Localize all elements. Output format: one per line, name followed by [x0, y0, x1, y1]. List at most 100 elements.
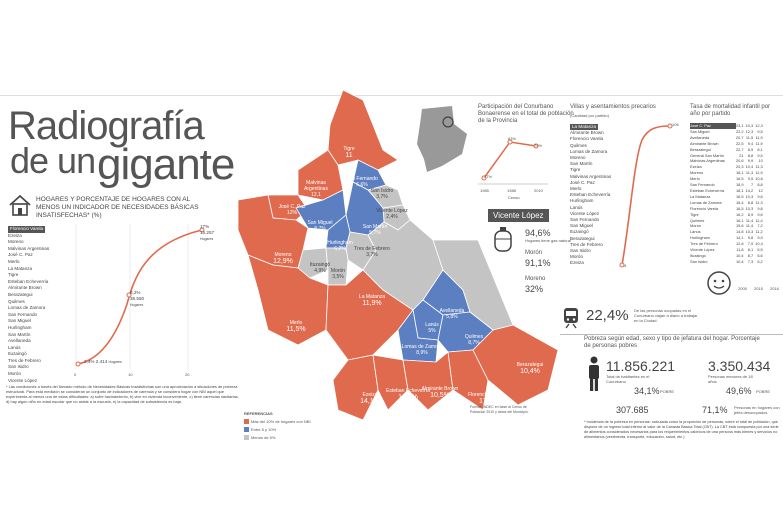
villas-item: Florencio Varela: [570, 136, 604, 142]
mortality-value: 16,5: [736, 205, 744, 211]
mortality-value: 10: [758, 158, 763, 164]
title-line2a: de un: [10, 140, 96, 181]
mortality-value: 14,2: [745, 187, 754, 193]
nbi-axis-10: 10: [128, 372, 133, 377]
mortality-value: 10,4: [755, 241, 763, 247]
villas-item: San Fernando: [570, 217, 600, 223]
mortality-value: 11,9: [755, 134, 763, 140]
map-label: Avellaneda 5,8%: [439, 308, 465, 320]
mortality-value: 8,9: [747, 146, 754, 152]
mortality-value: 6,2: [757, 258, 763, 264]
mortality-district: Lanús: [690, 229, 701, 235]
vicente-badge: Vicente López: [488, 209, 549, 222]
population-point: [507, 139, 513, 145]
mortality-value: 10,4: [745, 164, 754, 170]
mortality-district: General San Martín: [690, 152, 724, 158]
mortality-value: 10,4: [736, 258, 744, 264]
villas-subtitle: (Cantidad por partido): [570, 113, 609, 118]
nbi-axis-20: 20: [185, 372, 190, 377]
nbi-point-mid-label: 8,2% 36.550 Hogares: [130, 290, 145, 308]
nbi-point: [199, 227, 205, 233]
poverty-title: Pobreza según edad, sexo y tipo de jefat…: [584, 336, 760, 349]
map-label: Tigre 11: [343, 146, 355, 159]
mortality-value: 9,6: [757, 211, 763, 217]
mortality-title: Tasa de mortalidad infantil por año por …: [690, 104, 771, 117]
map-label: San Isidro 3,7%: [370, 188, 394, 200]
mortality-value: 20,7: [736, 134, 744, 140]
mortality-value: 16,4: [736, 199, 744, 205]
mortality-value: 11,9: [755, 140, 763, 146]
villas-point: [619, 262, 625, 268]
villas-item: Hurlingham: [570, 198, 594, 204]
mortality-district: Lomas de Zamora: [690, 199, 722, 205]
mortality-value: 18,9: [736, 182, 744, 188]
map-label: La Matanza 11,9%: [358, 294, 386, 307]
vicente-v2: 91,1%: [525, 258, 551, 268]
mortality-value: 7,2: [757, 223, 763, 229]
nbi-district-item: San Fernando: [8, 311, 38, 317]
villas-item: Quilmes: [570, 142, 587, 148]
map-echeverria: [372, 354, 409, 411]
mortality-value: 14,1: [736, 235, 744, 241]
mortality-row: Florencio Varela 16,5 10,3 9,8: [690, 206, 765, 212]
villas-chart: [619, 123, 673, 268]
nbi-axis-0: 0: [74, 372, 77, 377]
mortality-value: 8,9: [747, 211, 754, 217]
villas-list: La Matanza Almirante Brown Florencio Varel…: [570, 124, 630, 267]
mortality-row: Esteban Echeverría 18,1 14,2 12: [690, 188, 765, 194]
title-line2b: gigante: [97, 140, 235, 189]
mortality-district: José C. Paz: [690, 123, 736, 129]
mortality-value: 23,1: [736, 123, 744, 128]
mortality-row: San Miguel 22,2 12,3 9,5: [690, 129, 765, 135]
villas-item: Morón: [570, 254, 584, 260]
mortality-district: Ezeiza: [690, 164, 702, 170]
mortality-value: 10,4: [736, 252, 744, 258]
mortality-value: 8,8: [757, 182, 763, 188]
mortality-value: 8,7: [747, 252, 754, 258]
mortality-district: Berazategui: [690, 146, 711, 152]
villas-top-value: 106: [672, 122, 679, 127]
mortality-row: Hurlingham 14,1 9,8 9,9: [690, 235, 765, 241]
nbi-district-item: Vicente López: [8, 377, 38, 383]
map-label: Quilmes 8,7%: [464, 334, 484, 346]
map-label: José C. Paz 12%: [278, 204, 306, 216]
map-label: Hurlingham 6,2%: [327, 240, 353, 252]
mortality-district: Hurlingham: [690, 235, 710, 241]
map-label: Florencio Varela 17%: [467, 392, 505, 405]
villas-title: Villas y asentamientos precarios: [570, 104, 656, 110]
mortality-value: 11,3: [745, 170, 754, 176]
map-label: San Martín 5,7%: [362, 224, 388, 236]
map-label: Merlo 11,5%: [286, 320, 306, 333]
map-label: San Fernando 6,6%: [346, 176, 378, 188]
nbi-heading: HOGARES Y PORCENTAJE DE HOGARES CON AL M…: [36, 196, 199, 219]
nbi-point: [75, 361, 81, 367]
mortality-value: 16,5: [736, 193, 744, 199]
villas-item: San Martín: [570, 161, 593, 167]
nbi-district-item: Almirante Brown: [8, 285, 42, 291]
nbi-district-item: Hurlingham: [8, 324, 32, 330]
mortality-row: Quilmes 16,1 11,4 11,4: [690, 218, 765, 224]
villas-item: Merlo: [570, 186, 582, 192]
map-legend-low: Menos de 5%: [244, 435, 275, 441]
mortality-row: San Isidro 10,4 7,3 6,2: [690, 259, 765, 265]
workers-text: De las personas ocupadas en el Conurbano…: [634, 308, 698, 323]
mortality-district: La Matanza: [690, 193, 711, 199]
mortality-value: 10,3: [745, 193, 754, 199]
house-icon: [8, 194, 32, 216]
mortality-value: 9,8: [757, 205, 763, 211]
mortality-year-1: 2015: [754, 286, 763, 291]
nbi-curve: [77, 229, 203, 365]
nbi-district-item: Ituzaingó: [8, 351, 27, 357]
mortality-value: 12,3: [755, 123, 763, 128]
province-silhouette: [417, 106, 467, 172]
mortality-value: 15,6: [736, 223, 744, 229]
mortality-value: 22,5: [736, 140, 744, 146]
mortality-row: Moreno 18,1 11,3 11,9: [690, 170, 765, 176]
mortality-row: José C. Paz 23,1 10,3 12,3: [690, 123, 765, 129]
mortality-value: 7,9: [747, 241, 754, 247]
map-label: Moreno 12,9%: [273, 252, 293, 265]
villas-item: Tigre: [570, 167, 581, 173]
mortality-value: 7: [750, 182, 754, 188]
mortality-row: Malvinas Argentinas 20,6 9,9 10: [690, 158, 765, 164]
mortality-year-0: 2005: [738, 286, 747, 291]
